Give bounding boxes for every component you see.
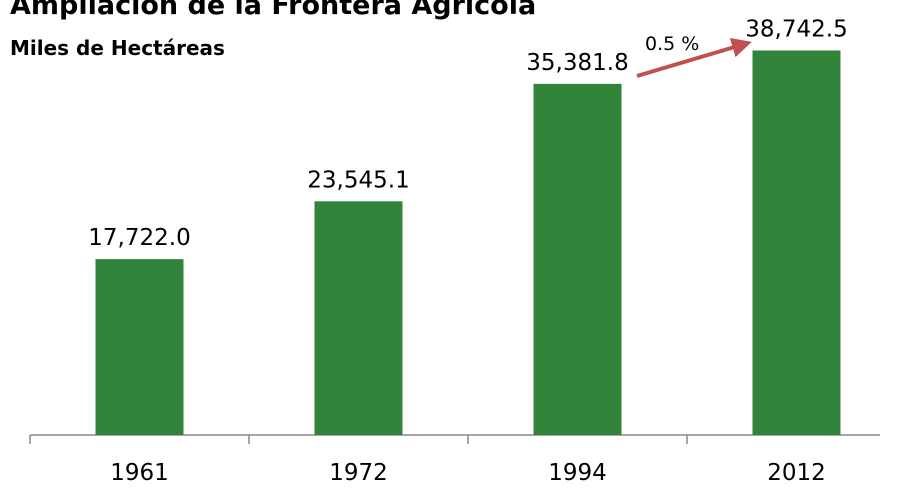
chart-subtitle: Miles de Hectáreas bbox=[10, 36, 225, 60]
bar bbox=[314, 201, 403, 435]
bar bbox=[752, 50, 841, 436]
value-label: 23,545.1 bbox=[307, 167, 409, 193]
chart-title: Ampliación de la Frontera Agrícola bbox=[10, 0, 536, 21]
bar bbox=[95, 259, 184, 435]
x-tick-label: 1972 bbox=[329, 460, 388, 486]
growth-arrow bbox=[636, 37, 752, 78]
bar bbox=[533, 83, 622, 435]
x-tick-label: 2012 bbox=[767, 460, 826, 486]
value-label: 35,381.8 bbox=[526, 50, 628, 76]
annotation: 0.5 % bbox=[645, 33, 699, 55]
value-label: 17,722.0 bbox=[88, 225, 190, 251]
value-label: 38,742.5 bbox=[745, 16, 847, 42]
x-tick-label: 1994 bbox=[548, 460, 607, 486]
x-tick-label: 1961 bbox=[110, 460, 169, 486]
